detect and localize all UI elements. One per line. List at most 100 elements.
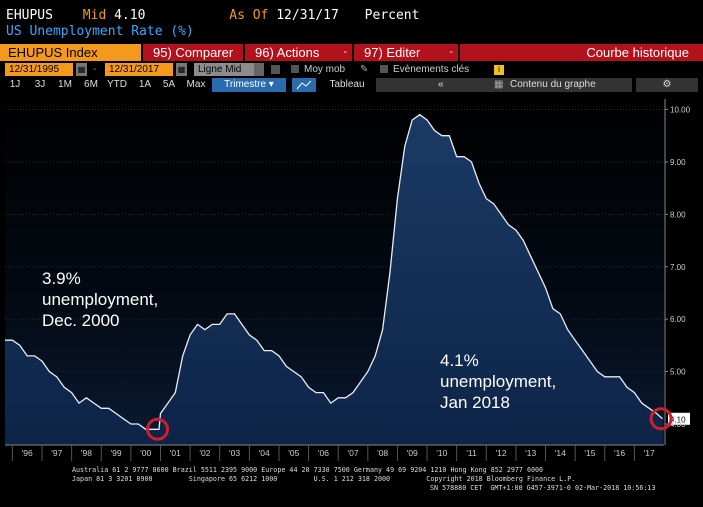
x-tick-label-5: '01 bbox=[170, 448, 181, 458]
y-tick-label-5: 5.00 bbox=[670, 368, 686, 377]
x-tick-label-11: '07 bbox=[347, 448, 358, 458]
line-type-dropdown-icon bbox=[254, 63, 264, 76]
y-tick-label-4: 6.00 bbox=[670, 315, 686, 324]
editer-label: 97) Editer bbox=[364, 45, 421, 60]
x-tick-label-13: '09 bbox=[407, 448, 418, 458]
y-tick-label-0: 10.00 bbox=[670, 105, 691, 114]
footer-phones-1: Australia 61 2 9777 8600 Brazil 5511 239… bbox=[72, 466, 544, 474]
asof-value: 12/31/17 bbox=[276, 8, 339, 23]
annotation-jan-2018-label: unemployment, bbox=[440, 372, 557, 391]
highlight-circle-1 bbox=[649, 407, 673, 431]
line-type-select[interactable]: Ligne Mid bbox=[194, 63, 264, 76]
tab-trimestre[interactable]: Trimestre ▾ bbox=[212, 78, 286, 92]
x-tick-label-7: '03 bbox=[229, 448, 240, 458]
start-date-field[interactable]: 12/31/1995 bbox=[5, 63, 73, 76]
annotation-jan-2018: 4.1% unemployment, Jan 2018 bbox=[440, 350, 556, 413]
annotation-jan-2018-date: Jan 2018 bbox=[440, 393, 510, 412]
y-tick-label-7: 4.00 bbox=[670, 420, 686, 429]
actions-label: 96) Actions bbox=[255, 45, 320, 60]
editer-caret-icon: - bbox=[449, 47, 453, 58]
x-tick-label-19: '15 bbox=[584, 448, 595, 458]
chart-type-icon[interactable] bbox=[271, 65, 280, 74]
mid-label: Mid bbox=[82, 8, 107, 23]
settings-button[interactable]: ⚙ bbox=[636, 78, 698, 92]
x-tick-label-18: '14 bbox=[555, 448, 566, 458]
moy-mob-checkbox[interactable] bbox=[291, 65, 299, 73]
editer-button[interactable]: 97) Editer - bbox=[354, 44, 458, 61]
tab-6m[interactable]: 6M bbox=[84, 79, 98, 90]
events-label: Evènements clés bbox=[393, 64, 470, 75]
header-line: EHUPUS Mid 4.10 As Of 12/31/17 Percent bbox=[6, 8, 419, 23]
tableau-label: Tableau bbox=[329, 79, 365, 90]
period-tabs: 1J 3J 1M 6M YTD 1A 5A Max Trimestre ▾ Ta… bbox=[0, 78, 703, 92]
events-checkbox[interactable] bbox=[380, 65, 388, 73]
comparer-button[interactable]: 95) Comparer bbox=[143, 44, 243, 61]
x-tick-label-9: '05 bbox=[288, 448, 299, 458]
x-tick-label-0: '96 bbox=[22, 448, 33, 458]
footer-phones-2: Japan 81 3 3201 8900 Singapore 65 6212 1… bbox=[72, 475, 576, 483]
line-chart-glyph bbox=[296, 80, 312, 90]
x-tick-label-14: '10 bbox=[436, 448, 447, 458]
asof-label: As Of bbox=[229, 8, 269, 23]
tab-1a[interactable]: 1A bbox=[138, 79, 152, 90]
x-tick-label-2: '98 bbox=[81, 448, 92, 458]
series-area bbox=[5, 114, 663, 445]
annotation-jan-2018-value: 4.1% bbox=[440, 351, 479, 370]
actions-button[interactable]: 96) Actions - bbox=[245, 44, 352, 61]
end-date-field[interactable]: 12/31/2017 bbox=[105, 63, 173, 76]
x-tick-label-3: '99 bbox=[111, 448, 122, 458]
info-icon[interactable]: i bbox=[494, 65, 504, 75]
tab-1j[interactable]: 1J bbox=[9, 79, 21, 90]
comparer-label: 95) Comparer bbox=[153, 45, 234, 60]
annotation-dec-2000-label: unemployment, bbox=[42, 290, 159, 309]
pencil-icon[interactable]: ✎ bbox=[360, 64, 369, 75]
x-tick-label-17: '13 bbox=[525, 448, 536, 458]
moy-mob-label: Moy mob bbox=[304, 64, 346, 75]
footer-session: SN 578880 CET GMT+1:00 G457-3971-0 02-Ma… bbox=[430, 484, 656, 492]
annotation-dec-2000-date: Dec. 2000 bbox=[42, 311, 120, 330]
subtitle: US Unemployment Rate (%) bbox=[6, 24, 194, 39]
x-tick-label-16: '12 bbox=[496, 448, 507, 458]
unit-label: Percent bbox=[364, 8, 420, 23]
grid-icon: ▦ bbox=[494, 79, 504, 90]
x-tick-label-20: '16 bbox=[614, 448, 625, 458]
last-value-label: 4.10 bbox=[670, 415, 686, 424]
line-type-label: Ligne Mid bbox=[198, 64, 242, 75]
x-tick-label-21: '17 bbox=[644, 448, 655, 458]
highlight-circle-0 bbox=[146, 417, 170, 441]
mid-value: 4.10 bbox=[114, 8, 146, 23]
security-field[interactable]: EHUPUS Index bbox=[0, 44, 141, 61]
y-tick-label-3: 7.00 bbox=[670, 263, 686, 272]
annotation-dec-2000: 3.9% unemployment, Dec. 2000 bbox=[42, 268, 158, 331]
tab-3j[interactable]: 3J bbox=[34, 79, 46, 90]
x-tick-label-12: '08 bbox=[377, 448, 388, 458]
x-tick-label-8: '04 bbox=[259, 448, 270, 458]
last-value-badge bbox=[668, 412, 690, 425]
courbe-historique-title: Courbe historique bbox=[460, 44, 703, 61]
actions-caret-icon: - bbox=[343, 47, 347, 58]
toolbar-main: EHUPUS Index 95) Comparer 96) Actions - … bbox=[0, 44, 703, 61]
toolbar-dates: 12/31/1995 ▦ - 12/31/2017 ▦ Ligne Mid Mo… bbox=[0, 62, 703, 77]
tableau-button[interactable]: Tableau bbox=[322, 78, 372, 92]
back-icon[interactable]: « bbox=[438, 79, 444, 90]
tab-ytd[interactable]: YTD bbox=[107, 79, 127, 90]
tab-1m[interactable]: 1M bbox=[58, 79, 72, 90]
gear-icon: ⚙ bbox=[662, 79, 672, 90]
y-tick-label-2: 8.00 bbox=[670, 210, 686, 219]
ticker-label: EHUPUS bbox=[6, 8, 53, 23]
date-separator: - bbox=[93, 64, 97, 75]
annotation-dec-2000-value: 3.9% bbox=[42, 269, 81, 288]
end-calendar-icon[interactable]: ▦ bbox=[176, 63, 187, 76]
y-tick-label-1: 9.00 bbox=[670, 158, 686, 167]
x-tick-label-1: '97 bbox=[51, 448, 62, 458]
start-calendar-icon[interactable]: ▦ bbox=[76, 63, 87, 76]
x-tick-label-15: '11 bbox=[466, 448, 477, 458]
x-tick-label-10: '06 bbox=[318, 448, 329, 458]
tab-max[interactable]: Max bbox=[186, 79, 206, 90]
series-line bbox=[5, 113, 663, 430]
line-chart-icon[interactable] bbox=[292, 78, 316, 92]
contenu-graphe-bar[interactable]: « ▦ Contenu du graphe bbox=[376, 78, 632, 92]
tab-5a[interactable]: 5A bbox=[162, 79, 176, 90]
x-tick-label-6: '02 bbox=[199, 448, 210, 458]
x-tick-label-4: '00 bbox=[140, 448, 151, 458]
